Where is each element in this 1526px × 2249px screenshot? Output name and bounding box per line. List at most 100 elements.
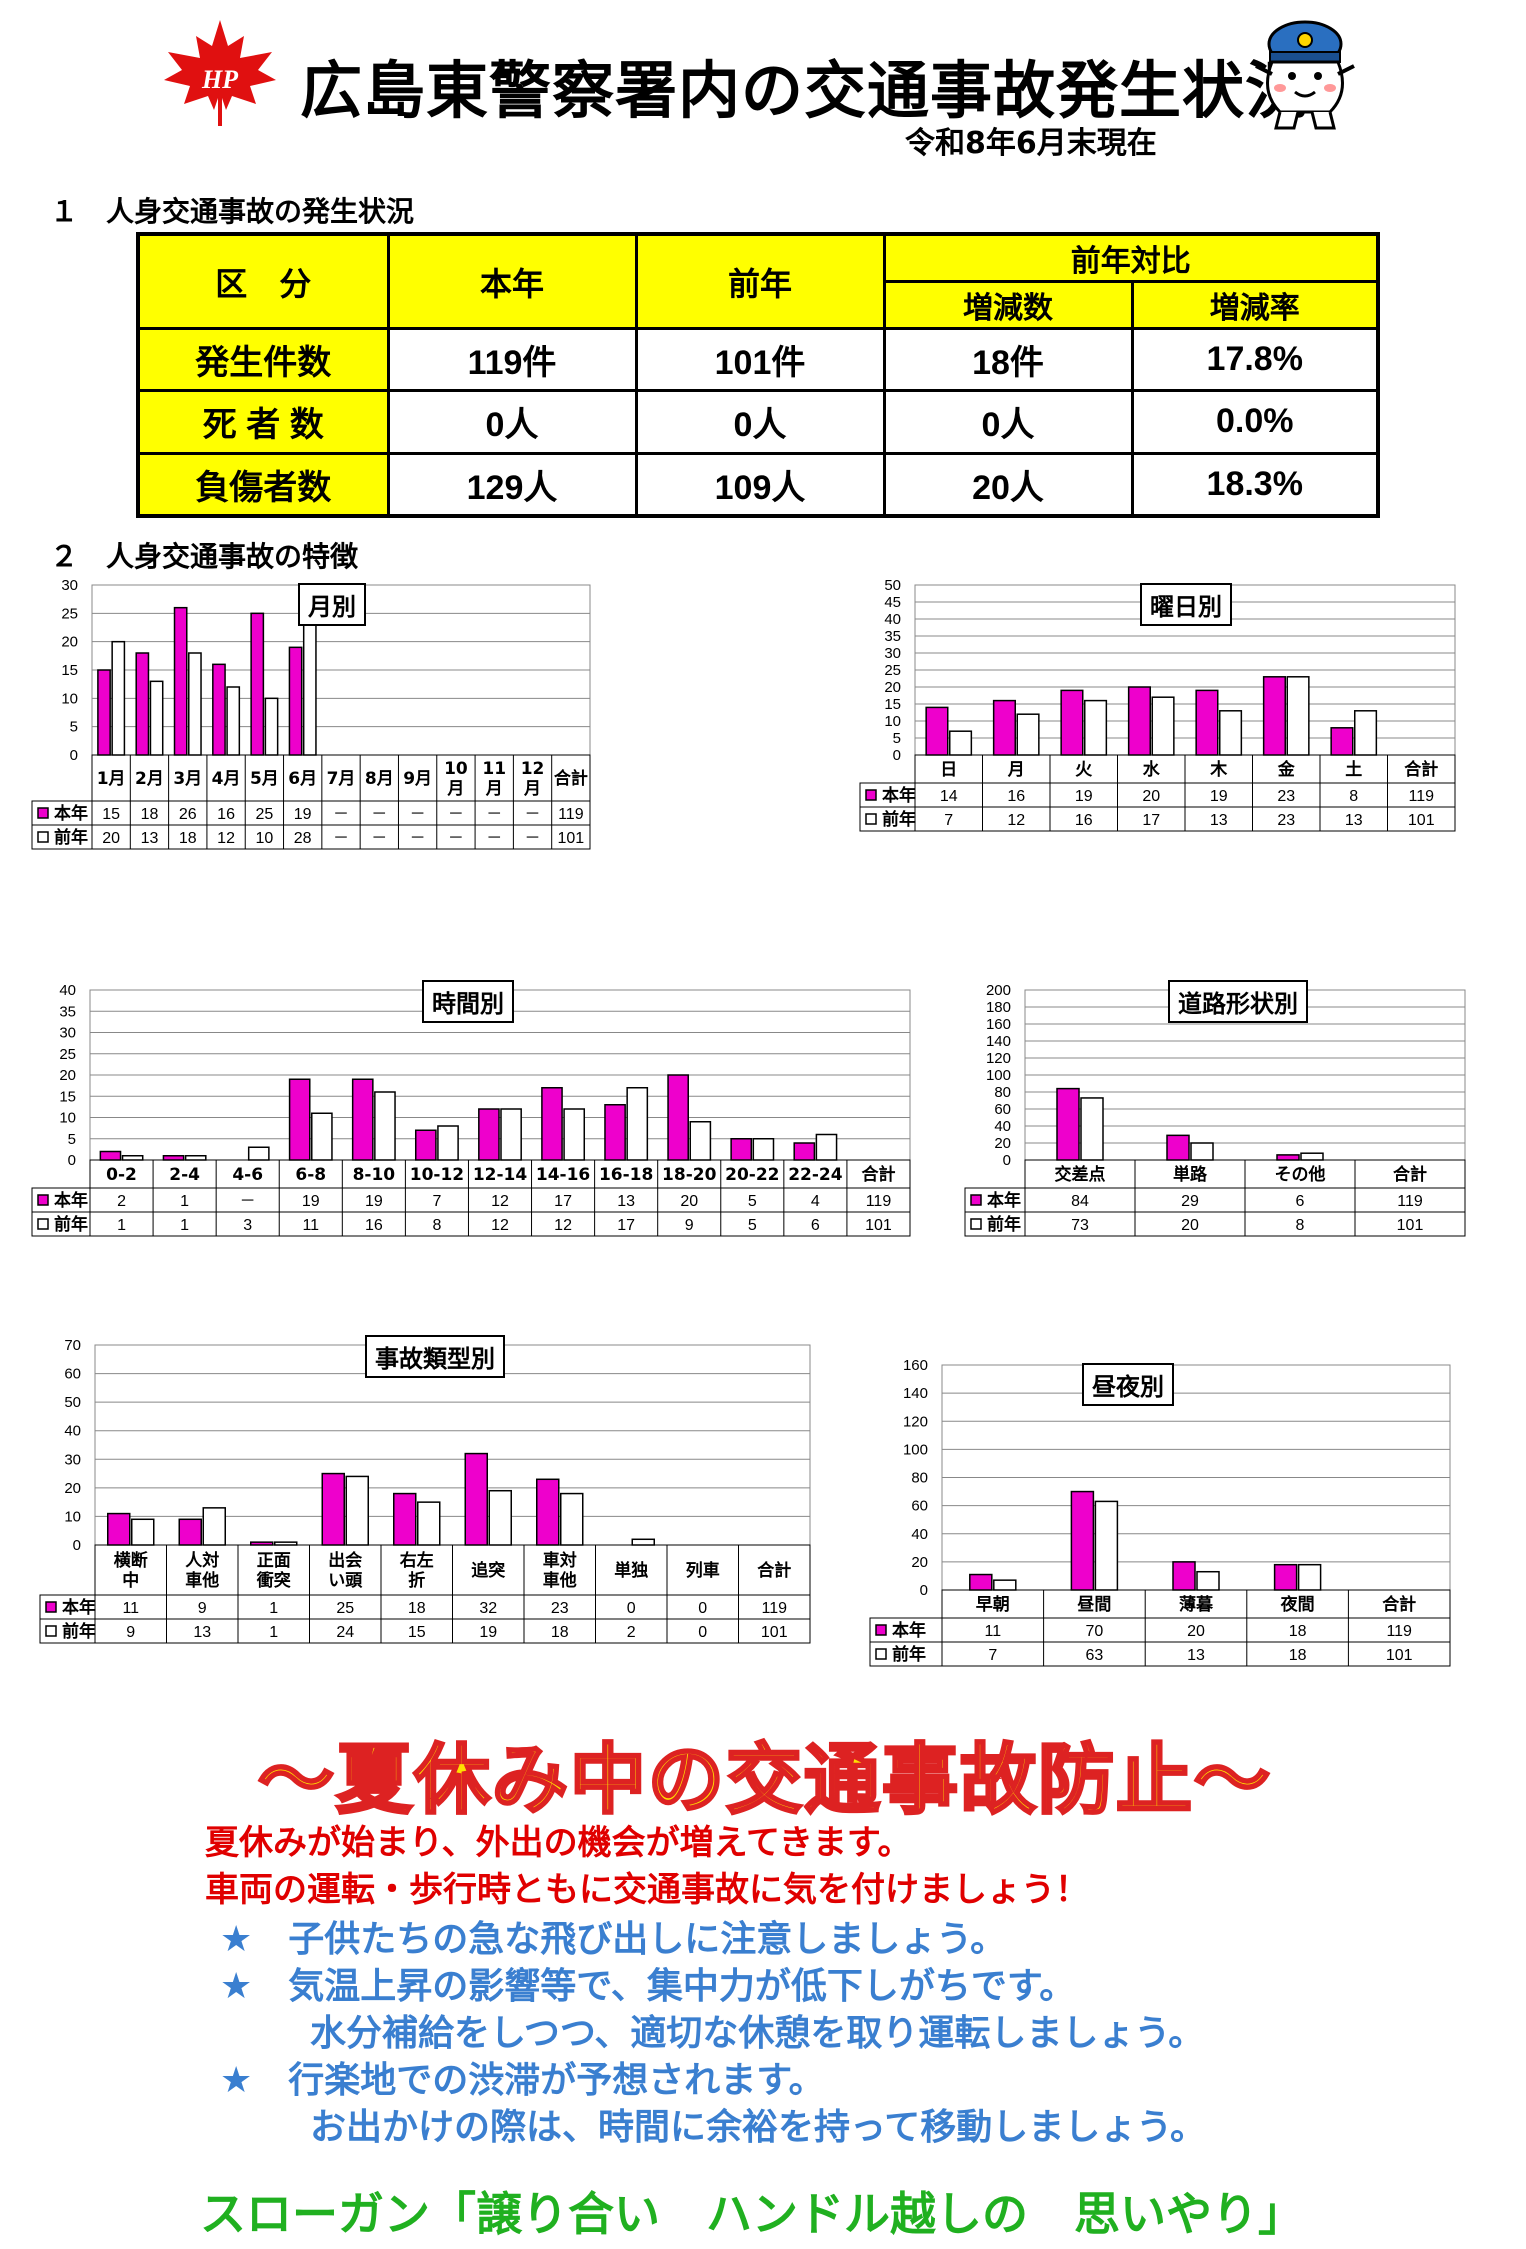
y-tick-label: 25	[61, 605, 78, 622]
bar-last-year	[184, 1155, 207, 1161]
data-label: 1	[269, 1624, 278, 1641]
bar-last-year	[1016, 713, 1040, 756]
data-label: 6	[1296, 1193, 1305, 1210]
legend-last-year-swatch	[45, 1625, 57, 1637]
category-label: 追突	[471, 1560, 505, 1581]
category-label: 5月	[250, 769, 279, 789]
bar-this-year	[925, 706, 949, 756]
data-label: 7	[944, 812, 953, 829]
y-tick-label: 20	[911, 1554, 928, 1571]
notice-bullet: ★ 行楽地での渋滞が予想されます。	[220, 2060, 825, 2101]
y-tick-label: 40	[64, 1423, 81, 1440]
bar-this-year	[969, 1573, 993, 1591]
bar-this-year	[97, 669, 111, 756]
y-tick-label: 50	[884, 577, 901, 594]
notice-bullet-continued: 水分補給をしつつ、適切な休憩を取り運転しましょう。	[310, 2013, 1205, 2054]
legend-last-year-swatch	[875, 1648, 887, 1660]
data-label: 13	[1345, 812, 1363, 829]
y-tick-label: 0	[1003, 1152, 1011, 1169]
y-tick-label: 120	[903, 1413, 928, 1430]
bar-last-year	[631, 1538, 655, 1546]
category-label: 7月	[327, 769, 356, 789]
data-label: 101	[1408, 812, 1435, 829]
y-tick-label: 0	[70, 747, 78, 764]
category-label: 昼間	[1077, 1595, 1111, 1615]
cell-this-year: 0人	[386, 389, 638, 455]
legend-last-year-swatch	[970, 1218, 982, 1230]
data-label: 24	[336, 1624, 354, 1641]
y-tick-label: 35	[884, 628, 901, 645]
bar-last-year	[949, 730, 973, 756]
data-label: 28	[294, 830, 312, 847]
bar-this-year	[1273, 1563, 1298, 1591]
data-label: 101	[865, 1217, 892, 1234]
y-tick-label: 80	[911, 1470, 928, 1487]
data-label: 20	[1142, 788, 1160, 805]
category-label: 土	[1345, 759, 1362, 780]
data-label: 13	[193, 1624, 211, 1641]
monthly-chart: 0 5 10 15 20 25 30 1月 2月 3月 4月 5月 6月 7月 8月 9月 10 月 11 月 12 月合…	[30, 575, 790, 945]
category-label: 16-18	[599, 1165, 653, 1185]
bar-this-year	[1060, 689, 1084, 756]
bar-this-year	[1070, 1490, 1095, 1591]
legend-label: 前年	[54, 1214, 88, 1235]
data-label: 0	[698, 1624, 707, 1641]
legend-last-year-swatch	[37, 831, 49, 843]
bar-last-year	[1094, 1500, 1119, 1591]
y-tick-label: 10	[61, 690, 78, 707]
data-label: 13	[1210, 812, 1228, 829]
bar-last-year	[374, 1091, 396, 1161]
data-label: －	[333, 806, 349, 823]
data-label: 32	[479, 1600, 497, 1617]
y-tick-label: 70	[64, 1337, 81, 1354]
legend-label: 前年	[987, 1214, 1021, 1235]
y-tick-label: 20	[994, 1135, 1011, 1152]
category-label: 10-12	[410, 1165, 464, 1185]
bar-this-year	[1330, 727, 1354, 756]
legend-label: 本年	[62, 1597, 96, 1618]
y-tick-label: 80	[994, 1084, 1011, 1101]
y-tick-label: 10	[64, 1508, 81, 1525]
category-label: 合計	[1382, 1594, 1416, 1615]
y-tick-label: 40	[911, 1526, 928, 1543]
legend-last-year-swatch	[37, 1218, 49, 1230]
data-label: 9	[685, 1217, 694, 1234]
data-label: －	[486, 830, 502, 847]
category-label: 3月	[173, 769, 202, 789]
category-label: 20-22	[725, 1165, 779, 1185]
data-label: 19	[294, 806, 312, 823]
data-label: 17	[554, 1193, 572, 1210]
category-label: 11	[482, 759, 506, 779]
bar-last-year	[1300, 1152, 1324, 1161]
row-label: 負傷者数	[136, 451, 390, 518]
y-tick-label: 140	[903, 1385, 928, 1402]
data-label: 15	[102, 806, 120, 823]
bar-last-year	[437, 1125, 459, 1161]
data-label: 20	[102, 830, 120, 847]
summary-table: 区 分 本年 前年 前年対比 増減数 増減率 発生件数 119件 101件 18…	[136, 232, 1380, 518]
data-label: 18	[1289, 1647, 1307, 1664]
data-label: 13	[141, 830, 159, 847]
bar-this-year	[478, 1108, 500, 1161]
y-tick-label: 25	[59, 1046, 76, 1063]
category-label: 薄暮	[1179, 1594, 1214, 1615]
legend-this-year-swatch	[37, 1194, 49, 1206]
data-label: 12	[554, 1217, 572, 1234]
bar-last-year	[993, 1579, 1017, 1591]
y-tick-label: 5	[70, 719, 78, 736]
category-label: 単独	[614, 1560, 648, 1581]
data-label: 12	[217, 830, 235, 847]
y-tick-label: 140	[986, 1033, 1011, 1050]
category-label: 水	[1143, 759, 1161, 780]
data-label: 29	[1181, 1193, 1199, 1210]
bar-last-year	[488, 1489, 512, 1546]
daynight-chart: 0 20 40 60 80 100 120 140 160 早朝 昼間 薄暮 夜間 合計 本年 11 70 20 1…	[860, 1355, 1460, 1695]
category-label: 車他	[543, 1570, 577, 1591]
y-tick-label: 20	[61, 634, 78, 651]
bar-last-year	[188, 652, 202, 756]
category-label: 12	[521, 759, 545, 779]
notice-headline: ～夏休み中の交通事故防止～	[257, 1734, 1272, 1826]
bar-last-year	[563, 1108, 586, 1161]
section1-heading: １ 人身交通事故の発生状況	[50, 195, 415, 228]
data-label: －	[448, 830, 464, 847]
